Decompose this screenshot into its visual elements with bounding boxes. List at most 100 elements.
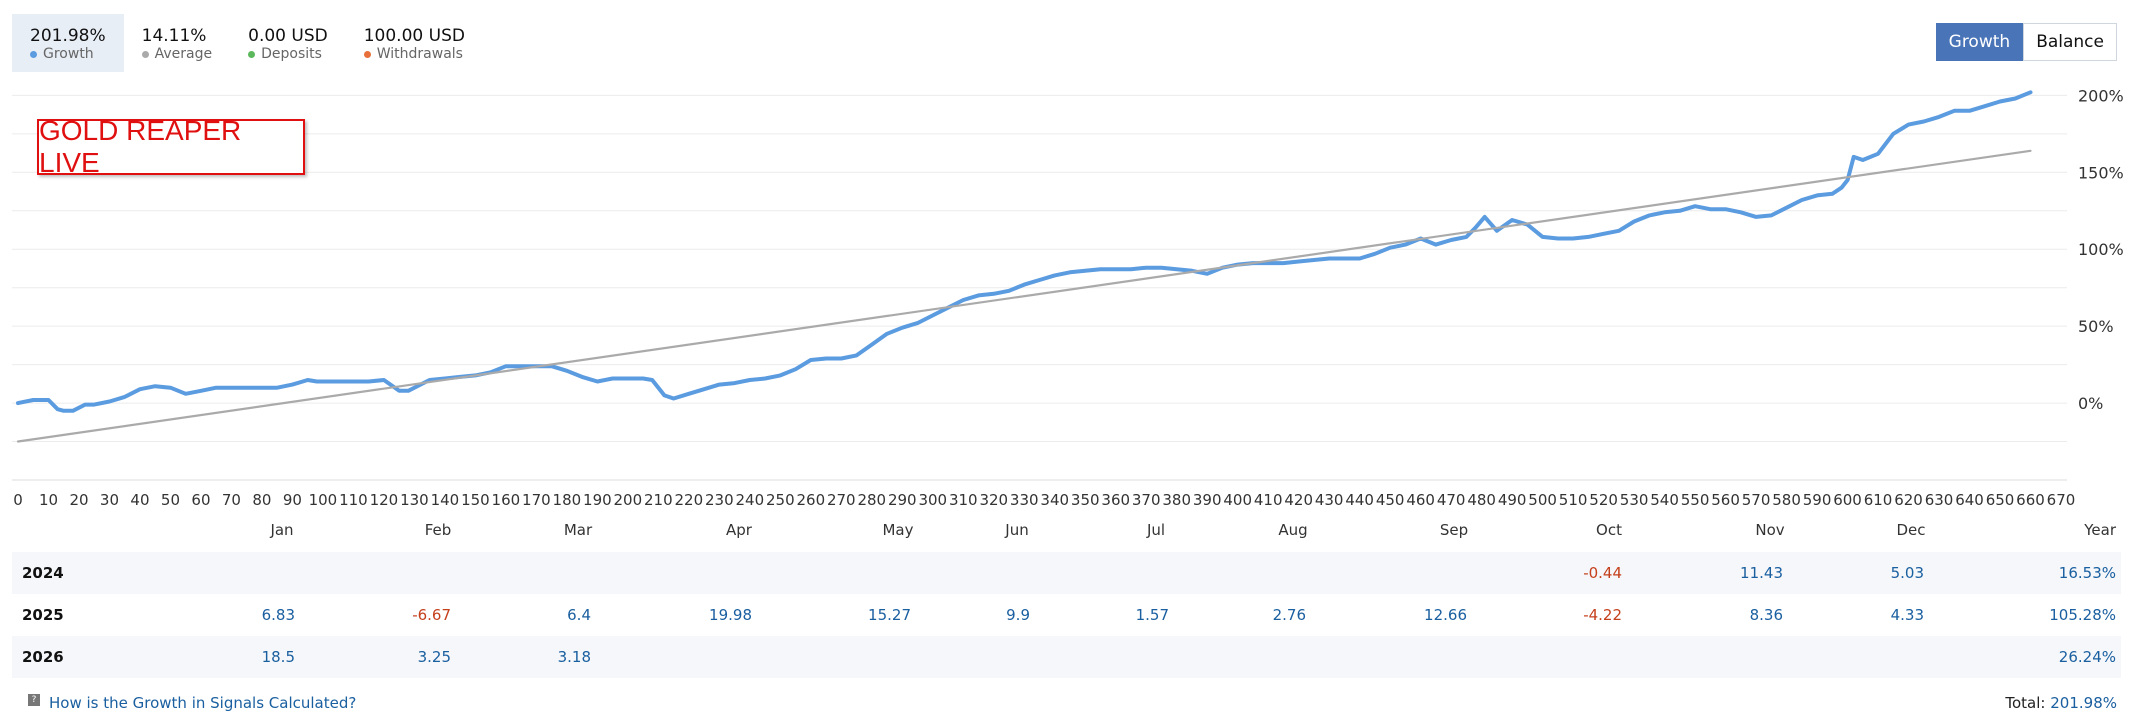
x-tick-label: 360 bbox=[1101, 491, 1130, 509]
month-header: Mar bbox=[563, 521, 593, 539]
x-tick-label: 290 bbox=[888, 491, 917, 509]
y-tick-label: 100% bbox=[2078, 240, 2124, 259]
x-tick-label: 140 bbox=[431, 491, 460, 509]
x-tick-label: 550 bbox=[1681, 491, 1710, 509]
month-value-cell: 5.03 bbox=[1890, 564, 1924, 582]
stat-average[interactable]: 14.11% Average bbox=[124, 14, 231, 72]
x-tick-label: 460 bbox=[1406, 491, 1435, 509]
x-tick-label: 540 bbox=[1650, 491, 1679, 509]
stat-label: Withdrawals bbox=[376, 46, 463, 62]
month-value-cell: -4.22 bbox=[1583, 606, 1622, 624]
x-tick-label: 630 bbox=[1925, 491, 1954, 509]
month-value-cell: 8.36 bbox=[1749, 606, 1783, 624]
table-row: 2026 18.5 3.25 3.18 26.24% bbox=[12, 636, 2121, 678]
month-value-cell: 11.43 bbox=[1740, 564, 1783, 582]
x-tick-label: 10 bbox=[39, 491, 58, 509]
stat-label-row: Average bbox=[141, 46, 213, 63]
x-tick-label: 530 bbox=[1620, 491, 1649, 509]
table-row: 2024 -0.44 11.43 5.03 16.53% bbox=[12, 552, 2121, 594]
x-tick-label: 280 bbox=[857, 491, 886, 509]
x-tick-label: 50 bbox=[161, 491, 180, 509]
x-tick-label: 260 bbox=[796, 491, 825, 509]
growth-calculation-link[interactable]: How is the Growth in Signals Calculated? bbox=[49, 694, 357, 712]
total-value: 201.98% bbox=[2050, 694, 2117, 712]
signal-name-label: GOLD REAPER LIVE bbox=[37, 115, 305, 178]
help-icon: ? bbox=[28, 694, 40, 706]
x-tick-label: 500 bbox=[1528, 491, 1557, 509]
legend-dot-icon bbox=[30, 51, 37, 58]
x-tick-label: 620 bbox=[1894, 491, 1923, 509]
x-tick-label: 150 bbox=[461, 491, 490, 509]
month-value-cell: 6.4 bbox=[567, 606, 591, 624]
stat-deposits[interactable]: 0.00 USD Deposits bbox=[230, 14, 346, 72]
balance-button[interactable]: Balance bbox=[2023, 23, 2117, 61]
x-tick-label: 180 bbox=[553, 491, 582, 509]
x-tick-label: 80 bbox=[252, 491, 271, 509]
x-tick-label: 120 bbox=[370, 491, 399, 509]
month-value-cell: 2.76 bbox=[1272, 606, 1306, 624]
x-tick-label: 200 bbox=[614, 491, 643, 509]
month-value-cell: 15.27 bbox=[868, 606, 911, 624]
x-tick-label: 100 bbox=[309, 491, 338, 509]
x-tick-label: 0 bbox=[13, 491, 23, 509]
year-total-cell: 16.53% bbox=[2058, 564, 2116, 582]
stat-value: 100.00 USD bbox=[363, 26, 465, 46]
legend-dot-icon bbox=[141, 51, 149, 58]
x-tick-label: 220 bbox=[675, 491, 704, 509]
x-tick-label: 60 bbox=[191, 491, 210, 509]
x-tick-label: 600 bbox=[1833, 491, 1862, 509]
year-label: 2026 bbox=[22, 648, 64, 666]
growth-line bbox=[16, 90, 2033, 413]
x-tick-label: 270 bbox=[827, 491, 856, 509]
x-tick-label: 250 bbox=[766, 491, 795, 509]
x-tick-label: 390 bbox=[1193, 491, 1222, 509]
month-header: Year bbox=[2084, 521, 2116, 539]
footer-help: ? How is the Growth in Signals Calculate… bbox=[28, 694, 356, 712]
x-tick-label: 30 bbox=[100, 491, 119, 509]
x-tick-label: 230 bbox=[705, 491, 734, 509]
trend-line bbox=[16, 149, 2032, 443]
stat-growth[interactable]: 201.98% Growth bbox=[12, 14, 124, 72]
month-header: Apr bbox=[726, 521, 752, 539]
month-header: Sep bbox=[1439, 521, 1469, 539]
legend-dot-icon bbox=[363, 51, 371, 58]
stat-value: 201.98% bbox=[30, 26, 106, 46]
stat-withdrawals[interactable]: 100.00 USD Withdrawals bbox=[346, 14, 483, 72]
month-header: Feb bbox=[424, 521, 452, 539]
month-value-cell: 9.9 bbox=[1006, 606, 1030, 624]
x-tick-label: 480 bbox=[1467, 491, 1496, 509]
x-tick-label: 40 bbox=[130, 491, 149, 509]
x-tick-label: 310 bbox=[949, 491, 978, 509]
month-value-cell: 1.57 bbox=[1135, 606, 1169, 624]
table-row: 2025 6.83 -6.67 6.4 19.98 15.27 9.9 1.57 2.76 12.… bbox=[12, 594, 2121, 636]
stat-label-row: Growth bbox=[30, 46, 106, 63]
x-tick-label: 570 bbox=[1742, 491, 1771, 509]
month-value-cell: 12.66 bbox=[1424, 606, 1467, 624]
year-label: 2025 bbox=[22, 606, 64, 624]
x-tick-label: 420 bbox=[1284, 491, 1313, 509]
x-tick-label: 450 bbox=[1376, 491, 1405, 509]
x-tick-label: 210 bbox=[644, 491, 673, 509]
year-label: 2024 bbox=[22, 564, 64, 582]
y-tick-label: 150% bbox=[2078, 163, 2124, 182]
month-header: Aug bbox=[1278, 521, 1308, 539]
y-tick-label: 50% bbox=[2078, 317, 2114, 336]
x-tick-label: 440 bbox=[1345, 491, 1374, 509]
x-tick-label: 70 bbox=[222, 491, 241, 509]
stat-label: Deposits bbox=[261, 46, 322, 62]
year-total-cell: 26.24% bbox=[2058, 648, 2116, 666]
x-tick-label: 300 bbox=[918, 491, 947, 509]
x-tick-label: 560 bbox=[1711, 491, 1740, 509]
month-value-cell: 6.83 bbox=[261, 606, 295, 624]
x-tick-label: 580 bbox=[1772, 491, 1801, 509]
x-tick-label: 590 bbox=[1803, 491, 1832, 509]
x-tick-label: 640 bbox=[1955, 491, 1984, 509]
x-tick-label: 510 bbox=[1559, 491, 1588, 509]
growth-button[interactable]: Growth bbox=[1935, 23, 2024, 61]
x-tick-label: 610 bbox=[1864, 491, 1893, 509]
stat-label: Average bbox=[154, 46, 213, 62]
month-header: Nov bbox=[1755, 521, 1785, 539]
table-header: Jan Feb Mar Apr May Jun Jul Aug Sep Oct Nov Dec Year bbox=[12, 512, 2121, 548]
month-header: May bbox=[882, 521, 914, 539]
x-tick-label: 520 bbox=[1589, 491, 1618, 509]
